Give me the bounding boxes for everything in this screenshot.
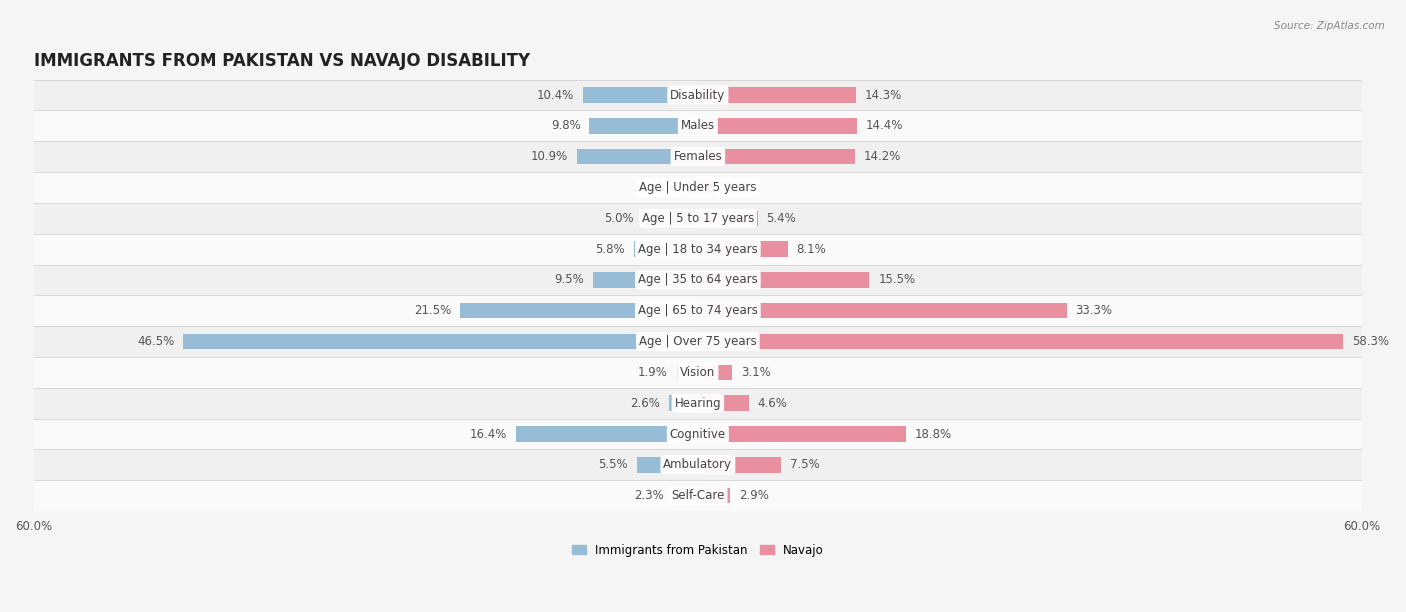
- Bar: [34, 234, 1362, 264]
- Text: 5.8%: 5.8%: [595, 242, 624, 256]
- Text: 4.6%: 4.6%: [758, 397, 787, 409]
- Text: 15.5%: 15.5%: [879, 274, 915, 286]
- Bar: [697, 272, 869, 288]
- Legend: Immigrants from Pakistan, Navajo: Immigrants from Pakistan, Navajo: [567, 539, 828, 561]
- Bar: [697, 427, 905, 442]
- Text: 8.1%: 8.1%: [796, 242, 827, 256]
- Text: 5.5%: 5.5%: [599, 458, 628, 471]
- Text: Ambulatory: Ambulatory: [664, 458, 733, 471]
- Text: 16.4%: 16.4%: [470, 428, 508, 441]
- Text: Age | 35 to 64 years: Age | 35 to 64 years: [638, 274, 758, 286]
- Bar: [634, 241, 697, 257]
- Bar: [578, 149, 697, 165]
- Text: 33.3%: 33.3%: [1076, 304, 1112, 317]
- Bar: [697, 211, 758, 226]
- Text: 9.8%: 9.8%: [551, 119, 581, 132]
- Text: IMMIGRANTS FROM PAKISTAN VS NAVAJO DISABILITY: IMMIGRANTS FROM PAKISTAN VS NAVAJO DISAB…: [34, 52, 530, 70]
- Text: 1.6%: 1.6%: [724, 181, 754, 194]
- Text: Hearing: Hearing: [675, 397, 721, 409]
- Bar: [697, 395, 749, 411]
- Text: Age | 5 to 17 years: Age | 5 to 17 years: [641, 212, 754, 225]
- Bar: [34, 203, 1362, 234]
- Bar: [686, 180, 697, 195]
- Text: 9.5%: 9.5%: [554, 274, 583, 286]
- Text: Cognitive: Cognitive: [669, 428, 725, 441]
- Bar: [697, 303, 1067, 318]
- Text: 14.4%: 14.4%: [866, 119, 904, 132]
- Bar: [34, 419, 1362, 449]
- Bar: [697, 180, 716, 195]
- Bar: [34, 172, 1362, 203]
- Bar: [697, 365, 733, 380]
- Bar: [643, 211, 697, 226]
- Text: 14.3%: 14.3%: [865, 89, 903, 102]
- Text: 5.0%: 5.0%: [605, 212, 634, 225]
- Bar: [516, 427, 697, 442]
- Text: Self-Care: Self-Care: [671, 489, 724, 502]
- Text: Age | Under 5 years: Age | Under 5 years: [640, 181, 756, 194]
- Bar: [672, 488, 697, 503]
- Bar: [183, 334, 697, 349]
- Text: Age | 18 to 34 years: Age | 18 to 34 years: [638, 242, 758, 256]
- Text: 10.9%: 10.9%: [531, 150, 568, 163]
- Text: 10.4%: 10.4%: [537, 89, 574, 102]
- Bar: [697, 334, 1343, 349]
- Bar: [589, 118, 697, 133]
- Text: 14.2%: 14.2%: [863, 150, 901, 163]
- Bar: [34, 480, 1362, 511]
- Text: 1.1%: 1.1%: [647, 181, 676, 194]
- Bar: [460, 303, 697, 318]
- Text: Vision: Vision: [681, 366, 716, 379]
- Bar: [34, 141, 1362, 172]
- Text: 46.5%: 46.5%: [136, 335, 174, 348]
- Text: Age | Over 75 years: Age | Over 75 years: [638, 335, 756, 348]
- Text: 2.3%: 2.3%: [634, 489, 664, 502]
- Bar: [697, 457, 780, 472]
- Text: 18.8%: 18.8%: [915, 428, 952, 441]
- Bar: [676, 365, 697, 380]
- Bar: [34, 357, 1362, 388]
- Bar: [697, 149, 855, 165]
- Text: Source: ZipAtlas.com: Source: ZipAtlas.com: [1274, 21, 1385, 31]
- Text: 1.9%: 1.9%: [638, 366, 668, 379]
- Text: Disability: Disability: [671, 89, 725, 102]
- Bar: [34, 388, 1362, 419]
- Bar: [697, 241, 787, 257]
- Text: Females: Females: [673, 150, 723, 163]
- Bar: [34, 326, 1362, 357]
- Text: 2.9%: 2.9%: [738, 489, 769, 502]
- Bar: [697, 88, 856, 103]
- Text: 7.5%: 7.5%: [790, 458, 820, 471]
- Bar: [34, 449, 1362, 480]
- Bar: [34, 80, 1362, 110]
- Bar: [593, 272, 697, 288]
- Bar: [669, 395, 697, 411]
- Bar: [34, 296, 1362, 326]
- Bar: [637, 457, 697, 472]
- Text: 3.1%: 3.1%: [741, 366, 770, 379]
- Text: Age | 65 to 74 years: Age | 65 to 74 years: [638, 304, 758, 317]
- Bar: [34, 264, 1362, 296]
- Bar: [697, 488, 730, 503]
- Bar: [582, 88, 697, 103]
- Text: 2.6%: 2.6%: [630, 397, 661, 409]
- Text: 58.3%: 58.3%: [1353, 335, 1389, 348]
- Text: Males: Males: [681, 119, 714, 132]
- Text: 21.5%: 21.5%: [413, 304, 451, 317]
- Bar: [697, 118, 858, 133]
- Text: 5.4%: 5.4%: [766, 212, 796, 225]
- Bar: [34, 110, 1362, 141]
